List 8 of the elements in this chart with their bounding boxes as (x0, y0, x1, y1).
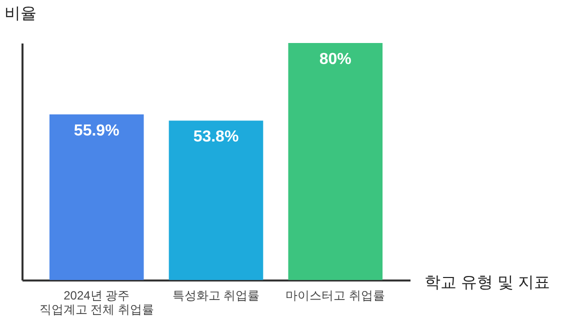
x-tick-label: 특성화고 취업률 (172, 288, 260, 302)
x-axis-title: 학교 유형 및 지표 (424, 274, 550, 292)
x-tick-label: 2024년 광주 직업계고 전체 취업률 (39, 288, 154, 316)
data-label: 53.8% (193, 128, 239, 146)
y-axis-title: 비율 (4, 6, 36, 22)
data-label: 80% (319, 51, 352, 68)
data-label: 55.9% (74, 122, 120, 140)
x-tick-label: 마이스터고 취업률 (286, 288, 386, 302)
